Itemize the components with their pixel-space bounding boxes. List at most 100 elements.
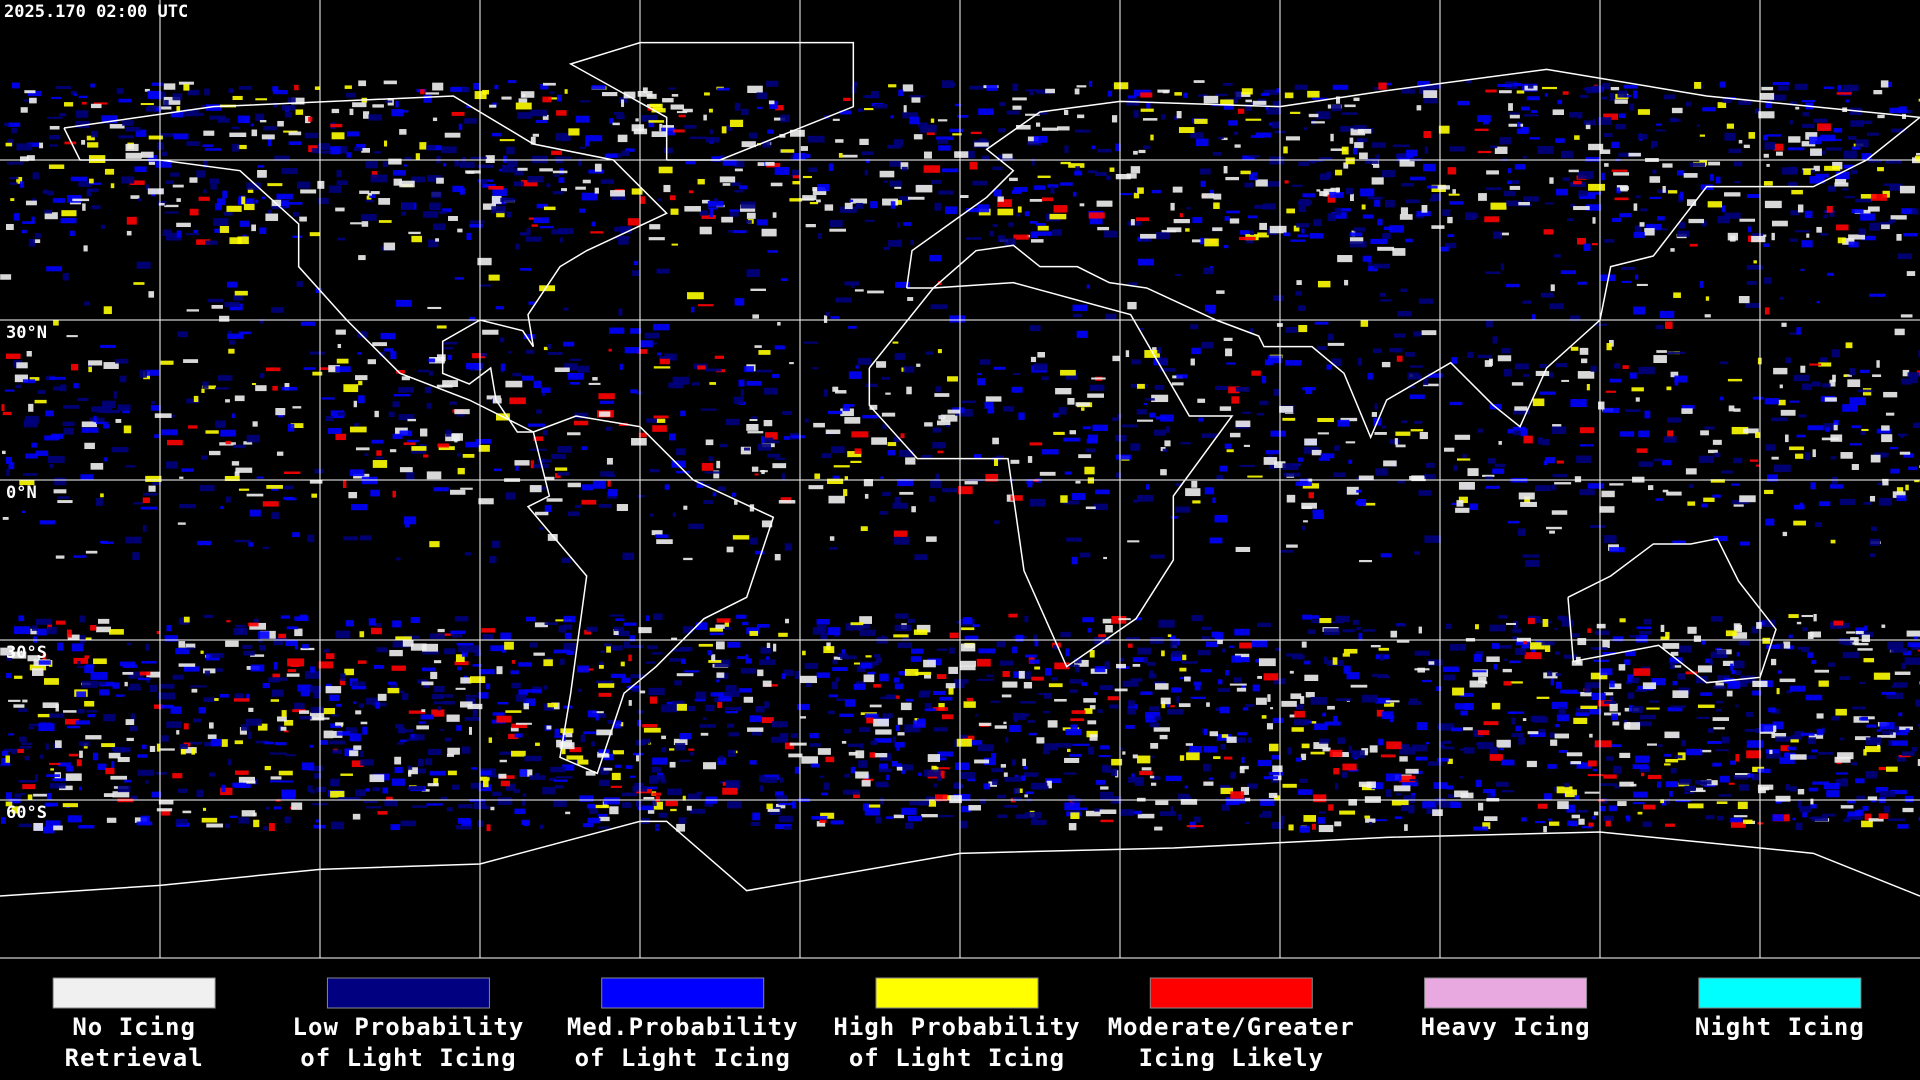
icing-patch: [839, 713, 854, 718]
icing-patch: [1552, 109, 1564, 116]
icing-patch: [881, 376, 890, 380]
icing-patch: [355, 789, 366, 797]
icing-patch: [1201, 193, 1215, 199]
icing-patch: [1634, 225, 1643, 234]
legend-swatch: [1149, 977, 1313, 1009]
icing-patch: [1011, 386, 1023, 393]
icing-patch: [287, 669, 297, 673]
icing-patch: [1314, 723, 1328, 731]
icing-patch: [525, 689, 542, 693]
icing-patch: [1311, 449, 1322, 456]
icing-patch: [139, 671, 151, 676]
icing-patch: [1628, 152, 1641, 157]
icing-patch: [1100, 745, 1110, 750]
icing-patch: [1746, 750, 1762, 759]
icing-patch: [561, 557, 571, 564]
icing-patch: [47, 190, 55, 196]
icing-patch: [533, 436, 544, 441]
icing-patch: [1754, 108, 1760, 114]
icing-patch: [433, 660, 442, 664]
icing-patch: [724, 707, 739, 711]
icing-patch: [983, 783, 991, 790]
icing-patch: [1088, 212, 1105, 219]
icing-patch: [436, 325, 447, 329]
icing-patch: [1460, 710, 1469, 716]
icing-patch: [1097, 148, 1112, 153]
icing-patch: [1361, 694, 1379, 703]
icing-patch: [1574, 135, 1580, 140]
icing-patch: [1075, 402, 1091, 407]
icing-patch: [1309, 233, 1324, 239]
icing-patch: [1469, 680, 1486, 688]
icing-patch: [1336, 698, 1351, 701]
icing-patch: [18, 708, 28, 713]
icing-patch: [1498, 90, 1512, 94]
icing-patch: [272, 673, 281, 679]
icing-patch: [1623, 719, 1627, 724]
icing-patch: [329, 694, 340, 701]
icing-patch: [364, 453, 369, 457]
icing-patch: [1366, 781, 1376, 788]
icing-patch: [1739, 495, 1756, 503]
icing-patch: [932, 441, 946, 449]
icing-patch: [1071, 492, 1086, 501]
icing-patch: [1844, 374, 1852, 377]
icing-patch: [1157, 347, 1162, 354]
icing-patch: [1512, 409, 1530, 415]
icing-patch: [1263, 89, 1279, 95]
icing-patch: [907, 618, 916, 623]
icing-patch: [491, 540, 501, 548]
icing-patch: [924, 674, 931, 679]
icing-patch: [1381, 82, 1392, 86]
icing-patch: [859, 629, 876, 637]
icing-patch: [1236, 687, 1247, 692]
icing-patch: [466, 170, 475, 174]
icing-patch: [1228, 645, 1235, 648]
icing-patch: [1298, 205, 1307, 213]
icing-patch: [716, 618, 731, 623]
icing-patch: [264, 765, 271, 771]
icing-patch: [1260, 798, 1275, 806]
icing-patch: [450, 630, 466, 635]
icing-patch: [1362, 255, 1372, 262]
icing-patch: [1749, 459, 1759, 462]
icing-patch: [226, 205, 242, 212]
icing-patch: [165, 461, 179, 469]
icing-patch: [1286, 494, 1296, 503]
icing-patch: [164, 204, 179, 208]
icing-patch: [276, 716, 287, 722]
icing-patch: [433, 778, 439, 786]
icing-patch: [672, 376, 690, 385]
icing-patch: [1012, 797, 1022, 802]
icing-patch: [1657, 216, 1665, 221]
icing-patch: [1330, 104, 1341, 112]
icing-patch: [303, 367, 316, 370]
icing-patch: [1138, 149, 1146, 154]
icing-patch: [1426, 807, 1438, 815]
icing-patch: [193, 718, 202, 723]
icing-patch: [1899, 185, 1915, 194]
icing-patch: [330, 821, 345, 830]
icing-patch: [567, 432, 581, 436]
icing-patch: [1303, 815, 1317, 822]
icing-patch: [478, 692, 489, 699]
icing-patch: [1531, 314, 1536, 321]
icing-patch: [865, 383, 878, 387]
icing-patch: [160, 360, 174, 365]
icing-patch: [1381, 361, 1391, 368]
icing-patch: [613, 628, 619, 636]
icing-patch: [741, 141, 756, 148]
icing-patch: [1418, 490, 1432, 496]
icing-patch: [259, 644, 266, 651]
icing-patch: [993, 189, 1002, 197]
icing-patch: [35, 450, 49, 456]
icing-patch: [1437, 185, 1450, 190]
icing-patch: [1451, 357, 1458, 364]
icing-patch: [962, 735, 975, 740]
icing-patch: [81, 139, 86, 145]
icing-patch: [894, 741, 905, 748]
icing-patch: [825, 311, 830, 316]
icing-patch: [49, 376, 66, 380]
icing-patch: [637, 805, 654, 811]
icing-patch: [961, 400, 976, 404]
